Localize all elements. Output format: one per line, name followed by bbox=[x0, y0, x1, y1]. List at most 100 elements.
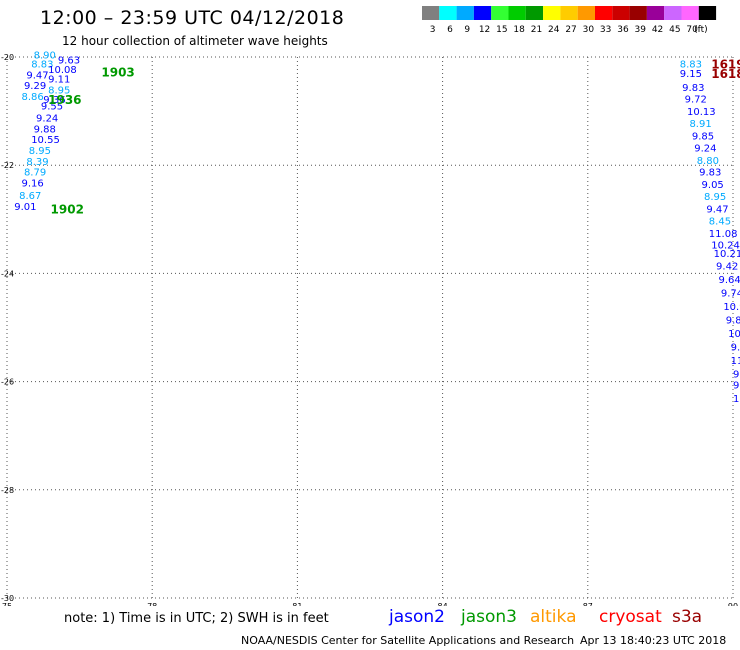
wave-height-label: 10.24 bbox=[711, 241, 740, 252]
color-bin-label: 15 bbox=[496, 25, 507, 35]
y-tick-label: -22 bbox=[1, 161, 14, 170]
color-bin bbox=[439, 6, 457, 20]
wave-height-label: 9.63 bbox=[58, 56, 80, 67]
color-bin bbox=[560, 6, 578, 20]
color-bin-label: 6 bbox=[447, 25, 453, 35]
footer-note: note: 1) Time is in UTC; 2) SWH is in fe… bbox=[64, 611, 329, 626]
pass-time-label: 1618 bbox=[711, 67, 740, 81]
color-bin bbox=[595, 6, 613, 20]
y-tick-label: -20 bbox=[1, 53, 14, 62]
wave-height-label: 9.01 bbox=[14, 202, 36, 213]
generated-timestamp: Apr 13 18:40:23 UTC 2018 bbox=[580, 634, 727, 647]
color-scale-legend: 3 6 9 12 15 18 21 24 27 30 33 36 39 42 45 70(ft) bbox=[422, 6, 717, 35]
wave-height-label: 9.55 bbox=[41, 102, 63, 113]
wave-height-label: 8.86 bbox=[22, 92, 44, 103]
color-bin bbox=[646, 6, 665, 20]
wave-height-label: 8.83 bbox=[680, 59, 702, 70]
wave-height-label: 10.08 bbox=[48, 65, 77, 76]
color-bin-label: 21 bbox=[531, 25, 542, 35]
color-bin-label: 27 bbox=[565, 25, 576, 35]
y-tick-label: -24 bbox=[1, 269, 14, 278]
color-bin-label: 42 bbox=[652, 25, 663, 35]
satellite-label-s3a: s3a bbox=[672, 607, 703, 627]
color-bin bbox=[577, 6, 595, 20]
wave-height-label: 8.95 bbox=[29, 146, 51, 157]
credit-line: NOAA/NESDIS Center for Satellite Applica… bbox=[241, 634, 575, 647]
color-bin bbox=[456, 6, 474, 20]
color-bin bbox=[473, 6, 492, 20]
wave-height-label: 10 bbox=[733, 394, 740, 405]
y-tick-label: -30 bbox=[1, 594, 14, 603]
x-tick-label: 87 bbox=[583, 602, 593, 606]
wave-height-map: 75 78 81 84 87 90 -20 -22 -24 -26 -28 -30 8.909.63 8.… bbox=[1, 50, 740, 606]
wave-height-label: 9. bbox=[733, 369, 740, 380]
wave-height-label: 9.64 bbox=[718, 275, 740, 286]
x-tick-label: 84 bbox=[438, 602, 448, 606]
wave-height-label: 9.85 bbox=[692, 131, 714, 142]
wave-height-label: 9.11 bbox=[48, 75, 70, 86]
wave-height-label: 8.91 bbox=[689, 119, 711, 130]
color-bin bbox=[508, 6, 526, 20]
wave-height-label: 8.90 bbox=[34, 50, 56, 61]
color-bin-label: 24 bbox=[548, 25, 560, 35]
x-tick-label: 78 bbox=[147, 602, 157, 606]
x-tick-label: 75 bbox=[2, 602, 12, 606]
wave-height-label: 9.47 bbox=[706, 204, 728, 215]
color-bin-label: 12 bbox=[479, 25, 490, 35]
wave-height-label: 8.39 bbox=[26, 157, 48, 168]
wave-height-label: 9.72 bbox=[685, 95, 707, 106]
color-bin-label: 39 bbox=[635, 25, 647, 35]
chart-title: 12:00 – 23:59 UTC 04/12/2018 bbox=[40, 7, 345, 29]
color-bin-label: 36 bbox=[617, 25, 629, 35]
color-bin bbox=[681, 6, 699, 20]
color-bin bbox=[629, 6, 647, 20]
color-bin-label: 18 bbox=[513, 25, 525, 35]
wave-height-label: 8.80 bbox=[697, 156, 719, 167]
satellite-label-altika: altika bbox=[530, 607, 577, 627]
wave-height-label: 9.29 bbox=[24, 81, 46, 92]
wave-height-label: 9.83 bbox=[682, 83, 704, 94]
color-bin bbox=[664, 6, 682, 20]
wave-height-label: 9.05 bbox=[702, 180, 724, 191]
wave-height-label: 9.88 bbox=[34, 124, 56, 135]
wave-height-label: 9.6 bbox=[731, 342, 740, 353]
satellite-label-cryosat: cryosat bbox=[599, 607, 662, 627]
chart-subtitle: 12 hour collection of altimeter wave hei… bbox=[62, 34, 328, 48]
wave-height-label: 9.83 bbox=[699, 168, 721, 179]
wave-height-label: 8.83 bbox=[31, 59, 53, 70]
wave-height-label: 8.45 bbox=[709, 216, 731, 227]
wave-height-label: 10.0 bbox=[728, 329, 740, 340]
wave-height-label: 11.08 bbox=[709, 229, 738, 240]
wave-height-label: 9.74 bbox=[721, 288, 740, 299]
wave-height-label: 8.79 bbox=[24, 168, 46, 179]
pass-time-label: 1936 bbox=[48, 93, 81, 107]
color-bin bbox=[491, 6, 509, 20]
wave-height-label: 10.90 bbox=[723, 302, 740, 313]
wave-height-label: 9.47 bbox=[26, 70, 48, 81]
color-bin bbox=[612, 6, 630, 20]
wave-height-label: 9.42 bbox=[716, 261, 738, 272]
wave-height-label: 9.16 bbox=[22, 179, 44, 190]
color-bin-label: 30 bbox=[583, 25, 595, 35]
y-tick-label: -28 bbox=[1, 486, 14, 495]
pass-time-label: 1903 bbox=[101, 66, 134, 80]
color-bin bbox=[525, 6, 544, 20]
pass-time-label: 1619 bbox=[711, 57, 740, 71]
wave-height-label: 9.36 bbox=[43, 95, 65, 106]
x-tick-label: 81 bbox=[292, 602, 302, 606]
color-bin-label: 9 bbox=[464, 25, 470, 35]
color-bin bbox=[422, 6, 440, 20]
satellite-label-jason2: jason2 bbox=[389, 607, 445, 627]
color-bin-label: 33 bbox=[600, 25, 611, 35]
wave-height-label: 10.55 bbox=[31, 135, 60, 146]
wave-height-label: 9.24 bbox=[694, 143, 716, 154]
satellite-label-jason3: jason3 bbox=[461, 607, 517, 627]
wave-height-label: 8.95 bbox=[48, 85, 70, 96]
color-bin bbox=[543, 6, 561, 20]
y-tick-label: -26 bbox=[1, 378, 14, 387]
wave-height-label: 9.15 bbox=[680, 69, 702, 80]
color-bin-label: 45 bbox=[669, 25, 680, 35]
wave-height-label: 8.67 bbox=[19, 191, 41, 202]
wave-height-label: 8.95 bbox=[704, 192, 726, 203]
x-tick-label: 90 bbox=[728, 602, 738, 606]
